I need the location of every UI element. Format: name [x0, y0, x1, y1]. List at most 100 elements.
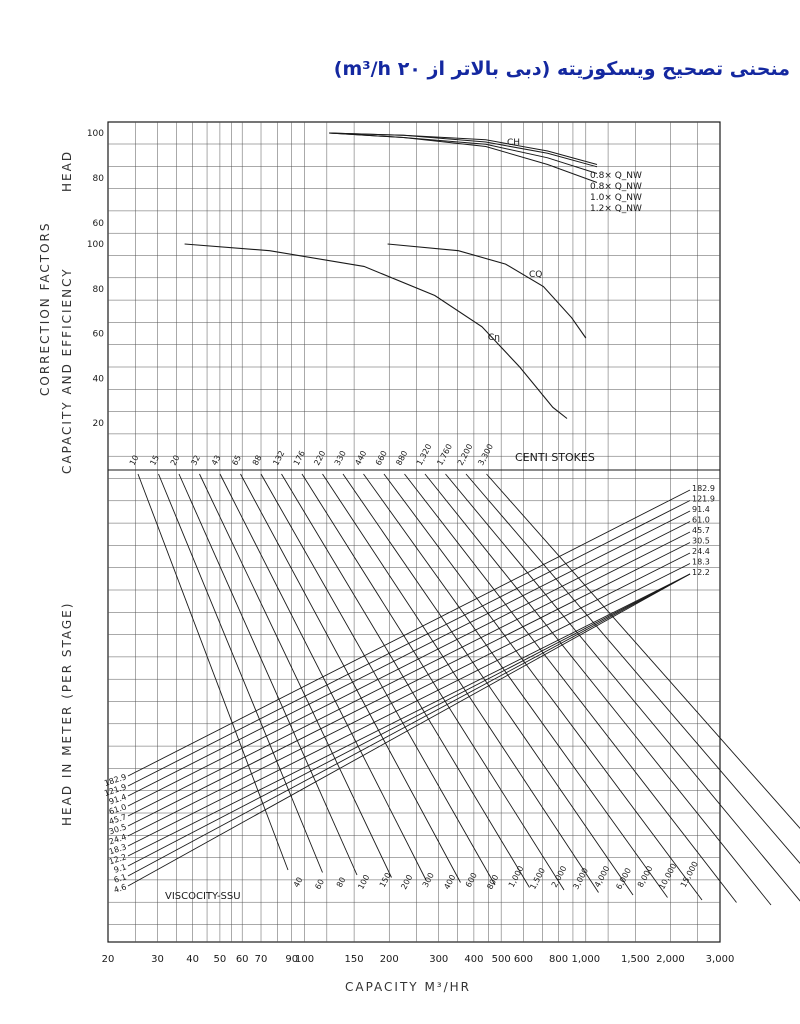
ch-curve — [329, 132, 598, 168]
head-line — [127, 542, 691, 827]
head-line — [127, 563, 691, 847]
x-tick-label: 300 — [429, 954, 448, 965]
capacity-efficiency-axis-label: CAPACITY AND EFFICIENCY — [60, 267, 74, 474]
x-axis-label: CAPACITY M³/HR — [345, 980, 472, 994]
viscosity-line — [486, 473, 800, 829]
ceta-series-label: Cη — [488, 333, 500, 343]
head-axis-label: HEAD — [60, 149, 74, 192]
ch-curve-label: 0.8× Q_NW — [590, 171, 642, 181]
cq-curve — [387, 243, 587, 339]
viscosity-line — [465, 473, 800, 865]
x-tick-label: 800 — [549, 954, 568, 965]
ch-curve-label: 1.2× Q_NW — [590, 204, 642, 214]
page-title: منحنی تصحیح ویسکوزیته (دبی بالاتر از ۲۰ … — [333, 58, 790, 80]
ch-curve-label: 1.0× Q_NW — [590, 193, 642, 203]
head-line — [127, 552, 691, 837]
x-tick-label: 3,000 — [706, 954, 735, 965]
centistokes-tick-label: 440 — [353, 449, 368, 467]
cq-series-label: CQ — [529, 270, 542, 280]
centistokes-tick-label: 43 — [210, 454, 223, 467]
cap-tick-label: 40 — [93, 374, 105, 384]
viscosity-line — [342, 473, 634, 896]
centistokes-tick-label: 3,300 — [476, 442, 495, 466]
x-tick-label: 1,500 — [621, 954, 650, 965]
x-tick-label: 40 — [186, 954, 199, 965]
cap-tick-label: 60 — [93, 330, 105, 340]
viscosity-line — [424, 473, 772, 906]
ch-series-label: CH — [507, 138, 520, 148]
centistokes-tick-label: 1,760 — [435, 442, 454, 466]
viscosity-line — [281, 473, 530, 888]
ssu-label: VISCOCITY-SSU — [165, 891, 241, 902]
x-tick-label: 30 — [151, 954, 164, 965]
ssu-tick-label: 60 — [313, 878, 326, 891]
viscosity-line — [199, 473, 392, 878]
head-left-tick-label: 6.1 — [113, 872, 128, 884]
ssu-tick-label: 40 — [292, 876, 305, 889]
centistokes-tick-label: 15 — [148, 454, 161, 467]
x-tick-label: 600 — [514, 954, 533, 965]
viscosity-line — [178, 473, 358, 876]
viscosity-line — [404, 473, 737, 903]
ceta-curve — [184, 243, 568, 419]
centistokes-tick-label: 20 — [169, 454, 182, 467]
centistokes-tick-label: 1,320 — [415, 442, 434, 466]
centistokes-tick-label: 65 — [230, 454, 243, 467]
head-left-tick-label: 4.6 — [113, 882, 128, 894]
x-tick-label: 150 — [345, 954, 364, 965]
x-tick-label: 90 — [285, 954, 298, 965]
centistokes-tick-label: 32 — [189, 454, 202, 467]
cap-tick-label: 100 — [87, 240, 104, 250]
head-line — [127, 489, 691, 777]
viscosity-line — [322, 473, 599, 893]
head-line — [127, 510, 691, 797]
head-line — [127, 521, 691, 807]
x-tick-label: 200 — [380, 954, 399, 965]
ch-curve — [329, 132, 598, 183]
x-tick-label: 60 — [236, 954, 249, 965]
head-line — [127, 573, 691, 877]
centistokes-tick-label: 88 — [251, 454, 264, 467]
ssu-tick-label: 200 — [399, 873, 414, 891]
ssu-tick-label: 10,000 — [657, 862, 678, 891]
head-right-tick-label: 45.7 — [692, 526, 710, 535]
ssu-tick-label: 100 — [356, 873, 371, 891]
x-tick-label: 2,000 — [656, 954, 685, 965]
ssu-tick-label: 80 — [335, 876, 348, 889]
x-tick-label: 500 — [492, 954, 511, 965]
centistokes-tick-label: 220 — [312, 449, 327, 467]
head-line — [127, 573, 691, 887]
ssu-tick-label: 4,000 — [593, 864, 612, 888]
ssu-tick-label: 15,000 — [679, 860, 700, 889]
cap-tick-label: 20 — [93, 419, 105, 429]
head-tick-label: 80 — [93, 174, 105, 184]
centistokes-tick-label: 10 — [128, 454, 141, 467]
viscosity-line — [445, 473, 800, 902]
x-tick-label: 1,000 — [571, 954, 600, 965]
head-line — [127, 500, 691, 787]
centistokes-tick-label: 880 — [394, 449, 409, 467]
head-line — [127, 573, 691, 867]
head-right-tick-label: 24.4 — [692, 547, 710, 556]
viscosity-line — [240, 473, 461, 883]
head-right-tick-label: 182.9 — [692, 484, 715, 493]
head-tick-label: 100 — [87, 129, 104, 139]
centistokes-tick-label: 2,200 — [456, 442, 475, 466]
head-line — [127, 573, 691, 857]
head-right-tick-label: 121.9 — [692, 495, 715, 504]
centistokes-tick-label: 660 — [374, 449, 389, 467]
ssu-tick-label: 800 — [485, 873, 500, 891]
chart-frame — [107, 121, 721, 943]
ssu-tick-label: 3,000 — [571, 866, 590, 890]
viscosity-line — [383, 473, 703, 901]
head-line — [127, 531, 691, 817]
x-tick-label: 400 — [464, 954, 483, 965]
head-right-tick-label: 30.5 — [692, 537, 710, 546]
x-tick-label: 50 — [214, 954, 227, 965]
head-in-meter-axis-label: HEAD IN METER (PER STAGE) — [60, 601, 74, 826]
ch-curve-label: 0.8× Q_NW — [590, 182, 642, 192]
ssu-tick-label: 6,000 — [614, 866, 633, 890]
head-right-tick-label: 91.4 — [692, 505, 710, 514]
head-right-tick-label: 61.0 — [692, 516, 710, 525]
